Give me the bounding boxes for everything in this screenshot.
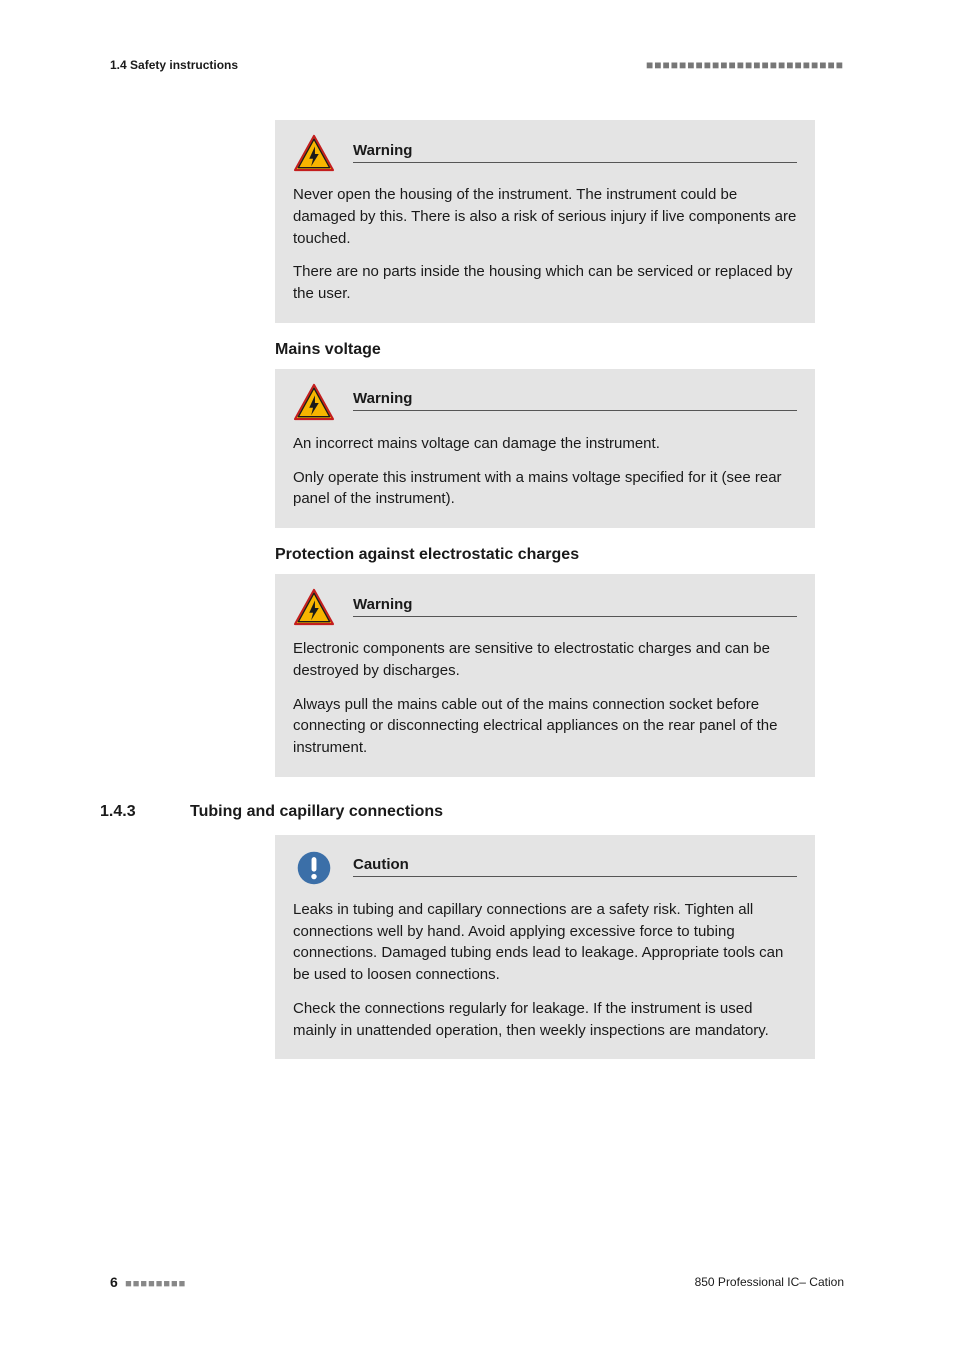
warning-box-3: Warning Electronic components are sensit… — [275, 574, 815, 777]
section-number: 1.4.3 — [100, 803, 160, 821]
notice-text: There are no parts inside the housing wh… — [293, 261, 797, 305]
notice-text: Check the connections regularly for leak… — [293, 998, 797, 1042]
header-dots: ■■■■■■■■■■■■■■■■■■■■■■■■ — [646, 58, 844, 72]
notice-text: Always pull the mains cable out of the m… — [293, 694, 797, 759]
section-content: Caution Leaks in tubing and capillary co… — [275, 835, 815, 1060]
notice-head: Caution — [293, 849, 797, 887]
page-header: 1.4 Safety instructions ■■■■■■■■■■■■■■■■… — [110, 58, 844, 72]
electrical-warning-icon — [293, 134, 335, 172]
page-number: 6 — [110, 1274, 118, 1290]
main-content: Warning Never open the housing of the in… — [275, 120, 815, 777]
notice-title: Warning — [353, 390, 797, 411]
notice-title: Warning — [353, 142, 797, 163]
notice-head: Warning — [293, 588, 797, 626]
warning-box-2: Warning An incorrect mains voltage can d… — [275, 369, 815, 528]
notice-text: Leaks in tubing and capillary connection… — [293, 899, 797, 986]
section-title: Tubing and capillary connections — [190, 803, 443, 821]
notice-text: Only operate this instrument with a main… — [293, 467, 797, 511]
notice-head: Warning — [293, 383, 797, 421]
caution-icon — [293, 849, 335, 887]
footer-left: 6 ■■■■■■■■ — [110, 1274, 186, 1290]
electrical-warning-icon — [293, 383, 335, 421]
notice-text: An incorrect mains voltage can damage th… — [293, 433, 797, 455]
notice-text: Never open the housing of the instrument… — [293, 184, 797, 249]
page-footer: 6 ■■■■■■■■ 850 Professional IC– Cation — [110, 1274, 844, 1290]
electrical-warning-icon — [293, 588, 335, 626]
notice-title: Caution — [353, 856, 797, 877]
caution-box: Caution Leaks in tubing and capillary co… — [275, 835, 815, 1060]
section-heading: 1.4.3 Tubing and capillary connections — [110, 803, 844, 821]
footer-right: 850 Professional IC– Cation — [695, 1275, 844, 1289]
page: 1.4 Safety instructions ■■■■■■■■■■■■■■■■… — [0, 0, 954, 1350]
header-left: 1.4 Safety instructions — [110, 58, 238, 72]
notice-title: Warning — [353, 596, 797, 617]
footer-dots: ■■■■■■■■ — [125, 1278, 186, 1290]
notice-head: Warning — [293, 134, 797, 172]
notice-text: Electronic components are sensitive to e… — [293, 638, 797, 682]
warning-box-1: Warning Never open the housing of the in… — [275, 120, 815, 323]
subheading-electrostatic: Protection against electrostatic charges — [275, 546, 815, 564]
subheading-mains: Mains voltage — [275, 341, 815, 359]
